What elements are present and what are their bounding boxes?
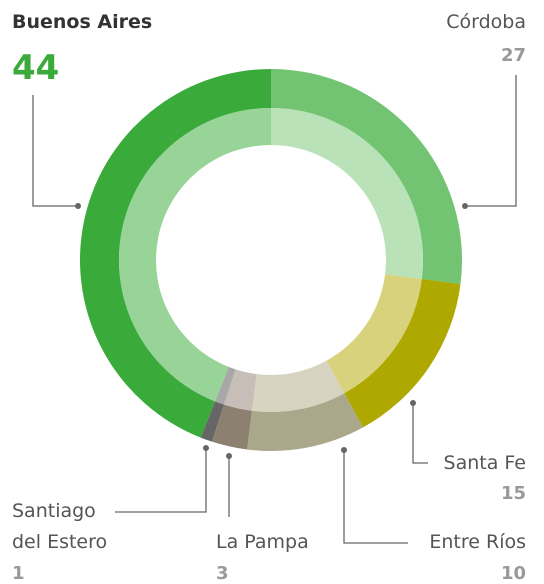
- segment-inner: [271, 108, 423, 280]
- segment-inner: [251, 360, 345, 412]
- segment-outer: [211, 404, 252, 450]
- segment-outer: [344, 279, 461, 428]
- category-label: Santa Fe: [443, 452, 526, 474]
- segment-outer: [271, 69, 462, 284]
- value-label: 44: [12, 48, 60, 88]
- value-label: 3: [216, 563, 229, 584]
- value-label: 15: [500, 483, 526, 504]
- segment-inner: [118, 108, 271, 402]
- category-label: Santiago del Estero: [12, 500, 108, 553]
- category-label: Córdoba: [446, 11, 526, 33]
- value-label: 1: [12, 563, 25, 584]
- leader-line: [465, 75, 517, 207]
- segment-outer: [79, 69, 271, 438]
- segment-inner: [215, 366, 236, 405]
- category-label: La Pampa: [216, 531, 309, 553]
- leader-dot: [341, 447, 347, 453]
- value-label: 10: [500, 563, 526, 584]
- leader-dot: [226, 453, 232, 459]
- leader-dot: [75, 203, 81, 209]
- segment-outer: [247, 393, 364, 451]
- category-label: Entre Ríos: [429, 531, 526, 553]
- leader-line: [343, 450, 408, 544]
- category-label: Buenos Aires: [12, 11, 153, 33]
- leader-line: [412, 403, 428, 464]
- leader-dot: [462, 203, 468, 209]
- value-label: 27: [500, 45, 526, 66]
- leader-dot: [203, 445, 209, 451]
- segment-inner: [224, 369, 257, 411]
- leader-line: [115, 448, 207, 513]
- segment-inner: [326, 274, 422, 394]
- leader-line: [32, 95, 78, 207]
- leader-dot: [410, 400, 416, 406]
- segment-outer: [200, 401, 225, 442]
